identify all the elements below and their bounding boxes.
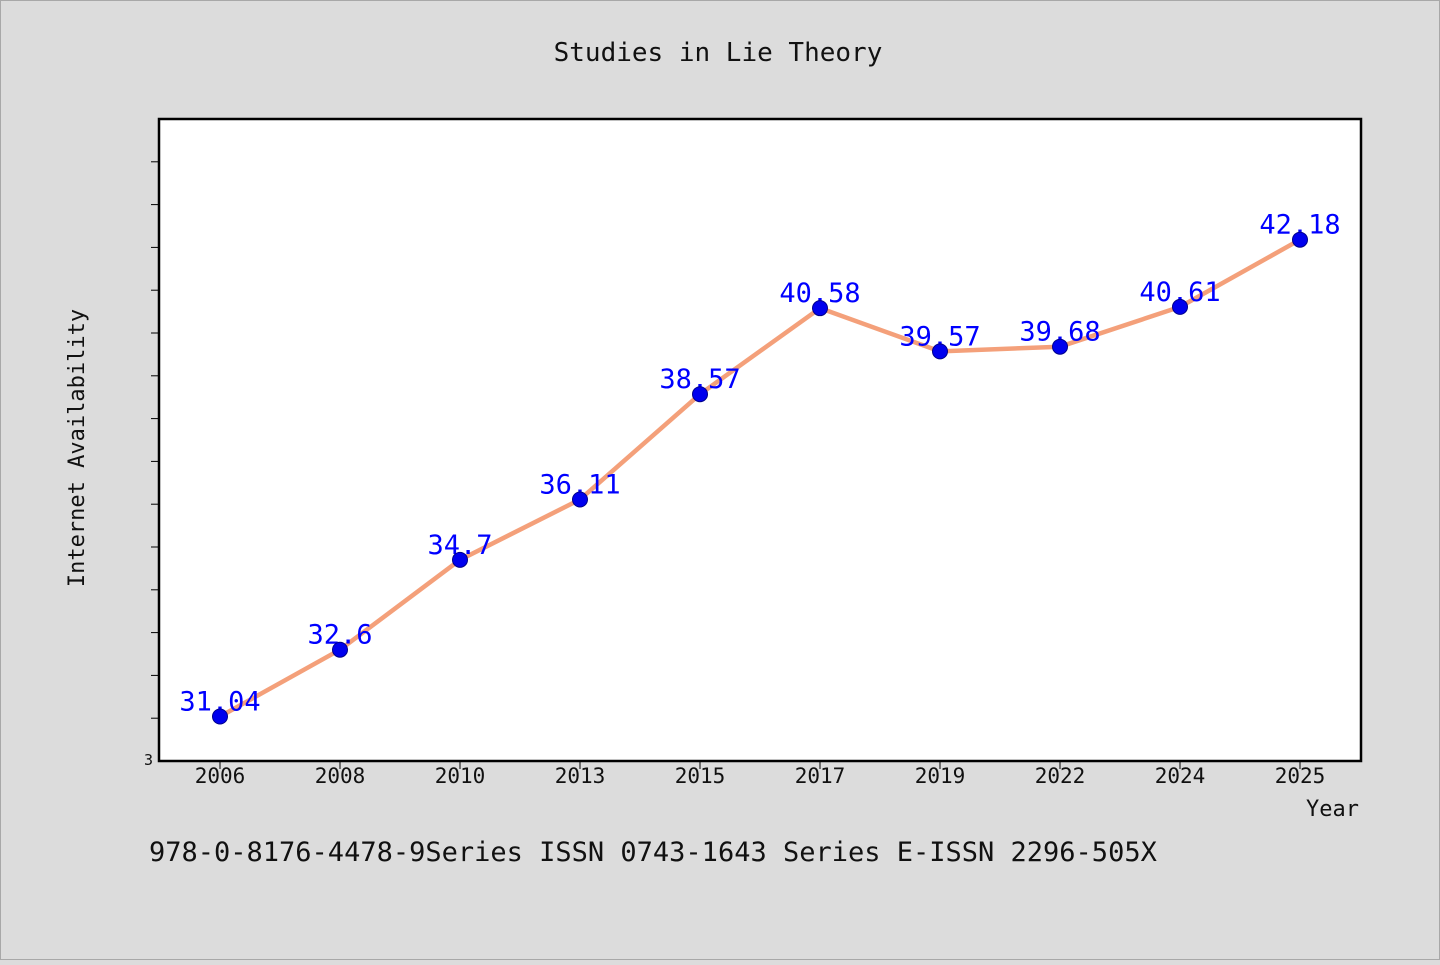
y-tick-label: 3 bbox=[144, 751, 153, 769]
y-axis-title: Internet Availability bbox=[65, 309, 90, 587]
data-point bbox=[452, 551, 468, 568]
x-tick-label: 2015 bbox=[675, 764, 726, 788]
x-axis-ticks: 2006 2008 2010 2013 2015 2017 2019 2022 2024 2025 bbox=[195, 761, 1326, 788]
x-tick-label: 2022 bbox=[1035, 764, 1086, 788]
data-point bbox=[212, 708, 228, 725]
data-point bbox=[692, 386, 708, 403]
data-point bbox=[1052, 338, 1068, 355]
x-tick-label: 2017 bbox=[795, 764, 846, 788]
data-point bbox=[932, 343, 948, 360]
series-line bbox=[217, 237, 1303, 719]
data-point bbox=[1292, 231, 1308, 248]
x-tick-label: 2008 bbox=[315, 764, 366, 788]
footer-text: 978-0-8176-4478-9Series ISSN 0743-1643 S… bbox=[149, 837, 1157, 868]
x-tick-label: 2024 bbox=[1155, 764, 1206, 788]
y-axis-ticks: 3 bbox=[144, 161, 159, 769]
chart-title: Studies in Lie Theory bbox=[554, 38, 883, 68]
x-tick-label: 2025 bbox=[1275, 764, 1326, 788]
x-tick-label: 2010 bbox=[435, 764, 486, 788]
x-tick-label: 2006 bbox=[195, 764, 246, 788]
data-point bbox=[1172, 298, 1188, 315]
x-tick-label: 2013 bbox=[555, 764, 606, 788]
x-axis-title: Year bbox=[1306, 797, 1359, 822]
data-point bbox=[572, 491, 588, 508]
plot-area bbox=[157, 117, 1363, 763]
data-point bbox=[332, 641, 348, 658]
data-point bbox=[812, 300, 828, 317]
x-tick-label: 2019 bbox=[915, 764, 966, 788]
